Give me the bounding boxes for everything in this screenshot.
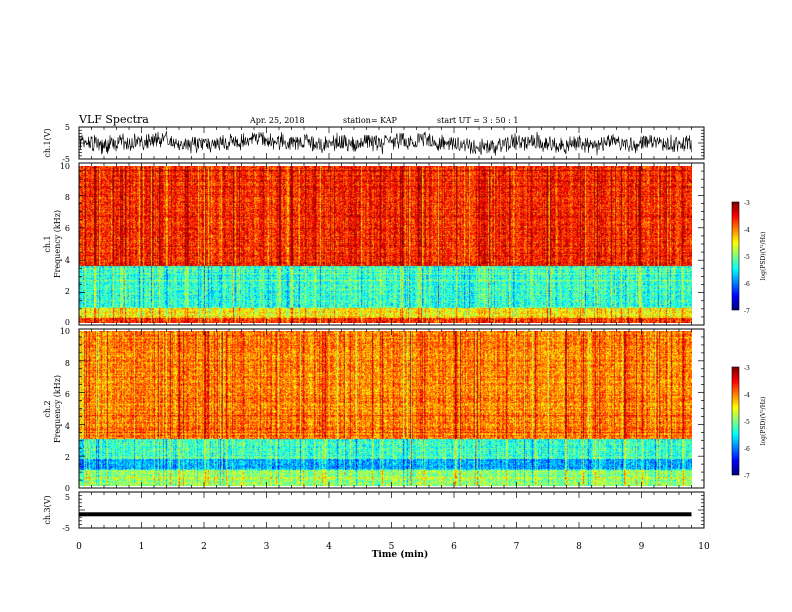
ch2-freq-tick-6: 6 [65,390,70,399]
ch1-colorbar-tick-7: -7 [744,308,750,315]
ch2-freq-tick-2: 2 [65,453,70,462]
ch3-ytick-top: 5 [65,493,70,502]
time-tick-7: 7 [514,542,520,552]
ch3-waveform-panel: 5 -5 ch.3(V) [43,491,705,533]
ch2-freq-tick-0: 0 [65,484,70,493]
ch2-freq-tick-10: 10 [60,327,70,336]
ch1-colorbar-tick-3: -3 [744,200,750,207]
ch2-frequency-tick-labels: 0 2 4 6 8 10 [60,327,70,493]
ch1-colorbar-gradient [732,202,739,310]
ch2-colorbar-label: log(PSD)(V²/Hz) [760,397,767,446]
ch2-colorbar-tick-7: -7 [744,473,750,480]
ch1-spectrogram-image [79,166,692,323]
ch2-freq-tick-8: 8 [65,359,70,368]
ch2-colorbar-tick-6: -6 [744,446,750,453]
ch2-channel-label: ch.2 [43,400,52,417]
ch1-colorbar-frame [731,201,740,311]
ch2-colorbar-tick-5: -5 [744,419,750,426]
ch1-channel-label: ch.1 [43,235,52,252]
ch1-waveform-panel: 5 -5 ch.1(V) [43,123,705,164]
time-tick-2: 2 [201,542,207,552]
ch1-waveform-trace [79,131,692,156]
ch1-spectrogram-panel: 0 2 4 6 8 10 ch.1 Frequency (kHz) [43,162,705,327]
time-tick-4: 4 [326,542,332,552]
time-tick-1: 1 [139,542,145,552]
ch1-ytick-top: 5 [65,123,70,132]
ch2-freq-tick-4: 4 [65,422,70,431]
time-tick-10: 10 [698,542,710,552]
ch1-colorbar: -3 -4 -5 -6 -7 log(PSD)(V²/Hz) [731,200,767,315]
time-tick-9: 9 [639,542,645,552]
ch3-waveform-ticks [78,491,705,529]
ch3-waveform-trace [79,512,692,517]
ch2-colorbar-gradient [732,367,739,475]
time-tick-3: 3 [264,542,270,552]
ch1-spectrogram-ticks [78,162,705,326]
ch1-freq-tick-8: 8 [65,193,70,202]
ch1-waveform-ylabel: ch.1(V) [43,128,52,157]
ch1-freq-tick-6: 6 [65,224,70,233]
ch1-ytick-bottom: -5 [62,155,70,164]
time-axis-label: Time (min) [372,549,429,560]
ch1-freq-tick-10: 10 [60,162,70,171]
time-tick-5: 5 [389,542,395,552]
ch1-freq-tick-2: 2 [65,287,70,296]
date-label: Apr. 25, 2018 [249,116,305,125]
ch1-frequency-axis-label: Frequency (kHz) [53,210,62,278]
ch2-colorbar-tick-4: -4 [744,392,750,399]
ch1-freq-tick-0: 0 [65,318,70,327]
ch1-freq-tick-4: 4 [65,256,70,265]
time-axis-tick-labels: 0 1 2 3 4 5 6 7 8 9 10 [76,542,710,552]
time-tick-0: 0 [76,542,82,552]
start-time-label: start UT = 3 : 50 : 1 [437,116,518,125]
ch2-spectrogram-panel: 0 2 4 6 8 10 ch.2 Frequency (kHz) [43,327,705,493]
ch3-ytick-bottom: -5 [62,524,70,533]
ch2-frequency-axis-label: Frequency (kHz) [53,375,62,443]
ch3-waveform-ylabel: ch.3(V) [43,495,52,524]
ch2-colorbar-tick-3: -3 [744,365,750,372]
ch1-frequency-tick-labels: 0 2 4 6 8 10 [60,162,70,327]
ch1-colorbar-tick-5: -5 [744,254,750,261]
ch1-colorbar-tick-4: -4 [744,227,750,234]
ch1-colorbar-tick-6: -6 [744,281,750,288]
time-tick-6: 6 [451,542,457,552]
station-label: station= KAP [343,116,398,125]
ch2-spectrogram-image [79,331,692,486]
ch2-colorbar-frame [731,366,740,476]
ch1-waveform-ticks [78,126,705,160]
figure-title: VLF Spectra [78,113,149,126]
ch2-spectrogram-ticks [78,328,705,489]
time-tick-8: 8 [576,542,582,552]
ch1-colorbar-label: log(PSD)(V²/Hz) [760,232,767,281]
ch2-colorbar: -3 -4 -5 -6 -7 log(PSD)(V²/Hz) [731,365,767,480]
